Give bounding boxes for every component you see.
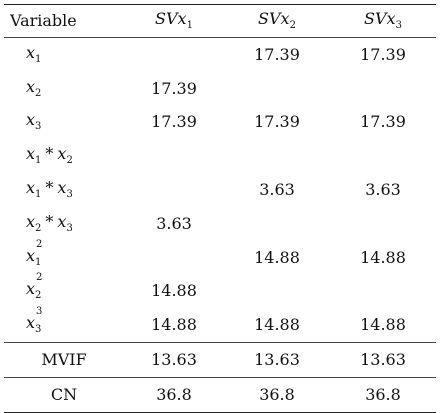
value-svx2: 36.8 <box>259 385 295 405</box>
value-svx3: 3.63 <box>365 180 401 200</box>
var-symbol-2: x <box>57 177 67 197</box>
variable-cell: x2 * x3 <box>4 211 124 234</box>
summary-row-cn: CN 36.8 36.8 36.8 <box>4 377 436 413</box>
var-subscript: 2 <box>35 222 42 234</box>
header-svx1: SVx1 <box>124 8 224 32</box>
var-subscript: 1 <box>35 53 42 65</box>
var-symbol: x <box>26 279 36 299</box>
var-symbol: x <box>26 211 36 231</box>
summary-label: CN <box>50 385 78 405</box>
product-operator: * <box>45 144 54 164</box>
variable-cell: x1 * x3 <box>4 177 124 201</box>
value-svx1: 17.39 <box>151 78 197 98</box>
table-row: x1 17.39 17.39 <box>4 38 436 72</box>
value-svx2: 14.88 <box>254 315 300 335</box>
var-superscript: 3 <box>36 306 43 318</box>
header-svx2-base: SVx <box>258 8 290 28</box>
var-symbol: x <box>26 177 36 197</box>
value-svx1: 14.88 <box>151 315 197 335</box>
value-svx3: 17.39 <box>360 112 406 132</box>
var-symbol: x <box>26 313 36 333</box>
header-svx1-base: SVx <box>155 8 187 28</box>
table-row: x1 * x2 <box>4 139 436 173</box>
var-subscript: 1 <box>35 189 42 201</box>
value-svx1: 13.63 <box>151 350 197 370</box>
value-svx1: 17.39 <box>151 112 197 132</box>
header-svx3-sub: 3 <box>395 20 402 32</box>
value-svx2: 17.39 <box>254 44 300 64</box>
var-subscript: 1 <box>35 256 42 268</box>
table-row: x1 * x3 3.63 3.63 <box>4 173 436 207</box>
value-svx2: 3.63 <box>259 180 295 200</box>
var-symbol: x <box>26 76 36 96</box>
var-subscript: 2 <box>35 290 42 302</box>
var-symbol-2: x <box>57 144 67 164</box>
product-operator: * <box>45 211 54 231</box>
value-svx3: 14.88 <box>360 247 406 267</box>
product-operator: * <box>45 177 54 197</box>
table-row: x2 17.39 <box>4 72 436 106</box>
summary-row-mvif: MVIF 13.63 13.63 13.63 <box>4 342 436 377</box>
var-subscript: 3 <box>35 121 42 133</box>
var-superscript: 2 <box>36 272 43 284</box>
vif-table: Variable SVx1 SVx2 SVx3 x1 17.39 17.39 x… <box>4 4 436 413</box>
table-row: x3 17.39 17.39 17.39 <box>4 106 436 140</box>
header-svx2-sub: 2 <box>289 20 296 32</box>
value-svx1: 14.88 <box>151 281 197 301</box>
var-subscript-2: 3 <box>66 222 73 234</box>
header-svx2: SVx2 <box>224 8 330 32</box>
var-symbol: x <box>26 144 36 164</box>
value-svx2: 14.88 <box>254 247 300 267</box>
var-subscript: 1 <box>35 155 42 167</box>
header-svx3: SVx3 <box>330 8 436 32</box>
var-subscript: 3 <box>35 324 42 336</box>
var-subscript: 2 <box>35 87 42 99</box>
value-svx3: 14.88 <box>360 315 406 335</box>
value-svx3: 13.63 <box>360 350 406 370</box>
var-symbol: x <box>26 245 36 265</box>
var-symbol-2: x <box>57 211 67 231</box>
table-row: x2 * x3 3.63 <box>4 207 436 241</box>
header-row: Variable SVx1 SVx2 SVx3 <box>4 4 436 38</box>
var-symbol: x <box>26 110 36 130</box>
variable-cell: x3 <box>4 112 124 132</box>
value-svx2: 17.39 <box>254 112 300 132</box>
value-svx2: 13.63 <box>254 350 300 370</box>
variable-cell: x2 <box>4 76 124 99</box>
value-svx3: 17.39 <box>360 44 406 64</box>
var-subscript-2: 3 <box>66 189 73 201</box>
header-svx1-sub: 1 <box>186 20 193 32</box>
value-svx1: 3.63 <box>156 213 192 233</box>
header-svx3-base: SVx <box>364 8 396 28</box>
var-superscript: 2 <box>36 238 43 250</box>
var-subscript-2: 2 <box>66 155 73 167</box>
summary-label: MVIF <box>41 350 87 370</box>
value-svx1: 36.8 <box>156 385 192 405</box>
variable-cell: x1 * x2 <box>4 146 124 166</box>
variable-cell: x1 <box>4 42 124 65</box>
header-variable: Variable <box>10 11 77 30</box>
value-svx3: 36.8 <box>365 385 401 405</box>
var-symbol: x <box>26 42 36 62</box>
